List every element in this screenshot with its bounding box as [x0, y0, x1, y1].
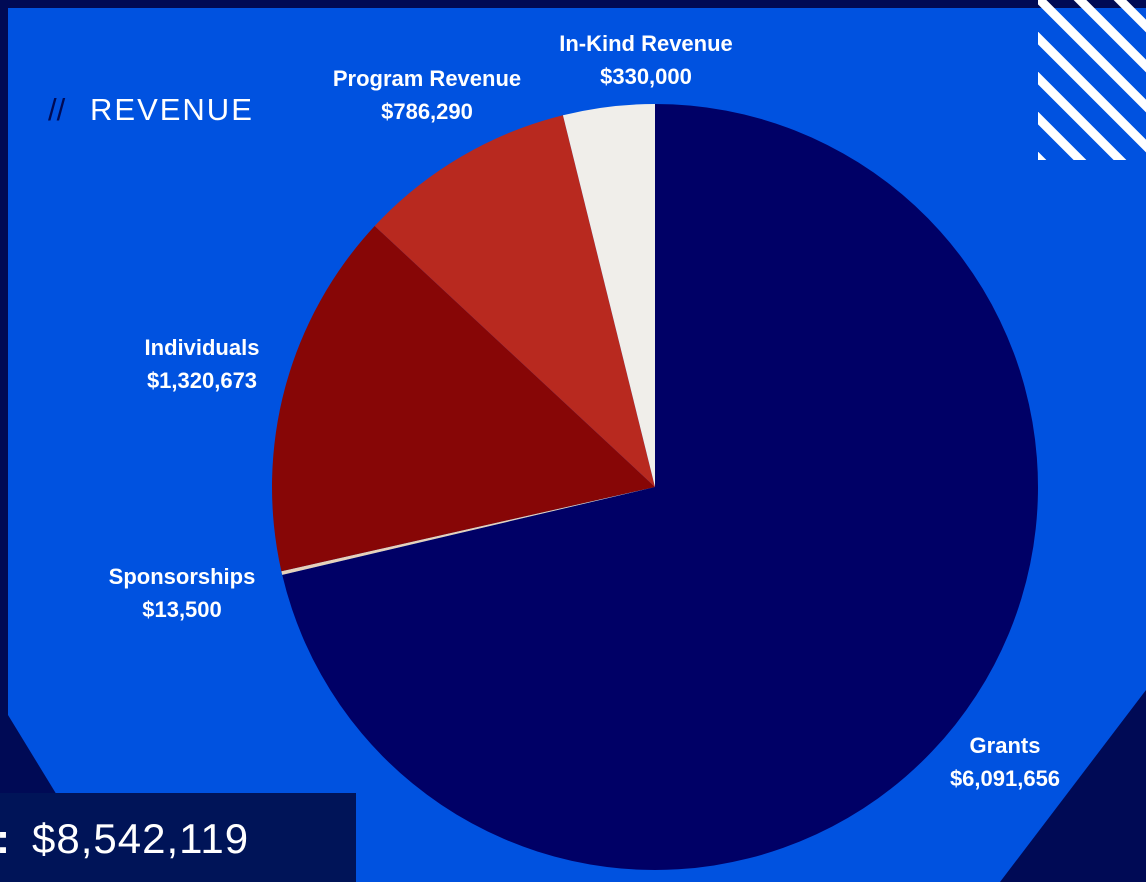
slice-value: $786,290 — [381, 99, 473, 124]
pie-slice — [374, 115, 655, 487]
pie-slice — [562, 104, 655, 487]
slice-label: Program Revenue — [333, 66, 521, 91]
chart-title: REVENUE — [90, 92, 254, 127]
slice-value: $330,000 — [600, 64, 692, 89]
pie-slice — [282, 104, 1039, 870]
slice-label: In-Kind Revenue — [559, 31, 733, 56]
total-value: $8,542,119 — [32, 815, 249, 862]
pie-slice — [272, 226, 655, 572]
title-mark: // — [48, 92, 66, 127]
total-prefix: : — [0, 815, 10, 862]
slice-value: $13,500 — [142, 597, 222, 622]
slice-value: $6,091,656 — [950, 766, 1060, 791]
pie — [272, 104, 1039, 870]
slice-label: Sponsorships — [109, 564, 256, 589]
pie-slice — [281, 487, 655, 575]
total-box — [0, 793, 356, 882]
slice-value: $1,320,673 — [147, 368, 257, 393]
slice-label: Grants — [970, 733, 1041, 758]
slice-label: Individuals — [145, 335, 260, 360]
stripes — [1038, 0, 1146, 160]
